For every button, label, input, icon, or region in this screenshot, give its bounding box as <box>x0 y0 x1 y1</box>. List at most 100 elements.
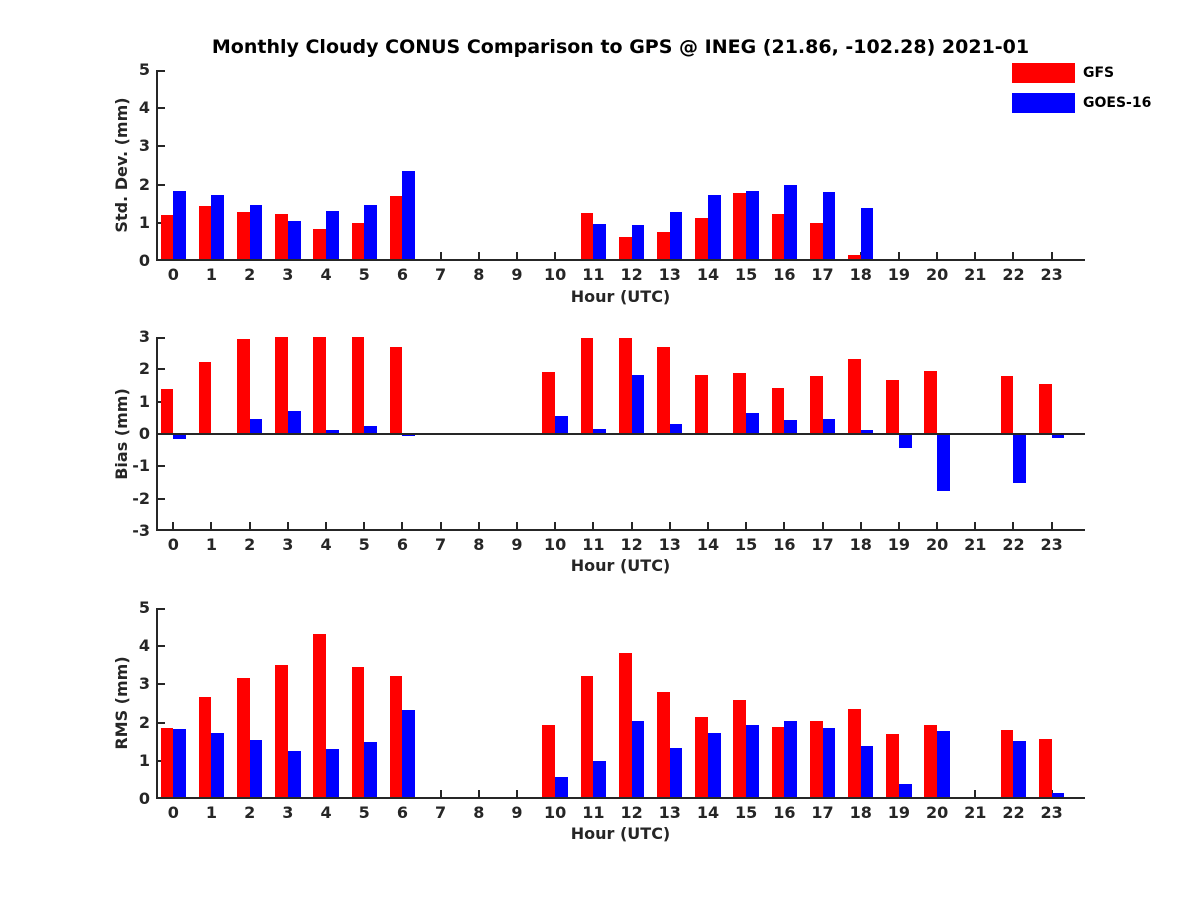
x-tick-label: 19 <box>887 803 911 822</box>
bar-goes16-h11 <box>593 428 607 434</box>
bar-goes16-h17 <box>822 727 836 799</box>
bar-gfs-h1 <box>198 697 212 799</box>
bar-gfs-h16 <box>771 214 785 261</box>
x-tick-label: 16 <box>773 535 796 554</box>
x-tick-label: 15 <box>735 535 758 554</box>
x-tick-label: 17 <box>811 265 834 284</box>
bar-goes16-h10 <box>555 777 568 799</box>
y-tick-label: 1 <box>138 212 150 232</box>
bar-gfs-h18 <box>847 709 861 799</box>
x-tick-label: 15 <box>735 803 758 822</box>
bar-gfs-h20 <box>924 370 938 434</box>
x-tick-label: 2 <box>244 803 256 822</box>
bar-gfs-h14 <box>695 717 708 799</box>
bar-goes16-h19 <box>898 434 912 448</box>
y-tick-label: 4 <box>138 98 150 118</box>
x-tick <box>516 522 518 529</box>
x-tick-label: 5 <box>358 265 370 284</box>
bar-goes16-h2 <box>249 419 263 434</box>
x-tick <box>210 522 213 529</box>
bar-goes16-h22 <box>1013 434 1027 484</box>
x-tick-label: 8 <box>473 535 485 554</box>
y-axis <box>156 337 158 531</box>
bar-gfs-h15 <box>733 699 747 799</box>
x-tick <box>745 522 748 529</box>
bar-gfs-h3 <box>275 337 288 434</box>
bar-gfs-h2 <box>236 339 250 434</box>
x-tick-label: 16 <box>773 803 796 822</box>
bar-goes16-h6 <box>402 171 416 261</box>
bar-goes16-h23 <box>1051 793 1065 799</box>
x-tick <box>706 522 709 529</box>
y-tick <box>158 683 165 686</box>
x-tick-label: 22 <box>1002 803 1025 822</box>
legend: GFS GOES-16 <box>1012 62 1182 122</box>
x-tick-label: 19 <box>887 265 911 284</box>
bar-goes16-h16 <box>784 185 798 261</box>
y-tick-label: 2 <box>138 359 150 379</box>
bar-goes16-h23 <box>1051 434 1065 439</box>
plot-area-rms: 0 1 2 3 4 5 0 1 2 3 4 5 6 7 8 9 10 11 12 13 14 15 16 17 18 19 20 21… <box>139 598 1085 822</box>
bar-gfs-h19 <box>886 734 899 799</box>
y-tick <box>158 337 165 339</box>
y-tick-label: 0 <box>138 789 150 808</box>
bar-goes16-h22 <box>1013 740 1027 799</box>
x-tick <box>783 522 786 529</box>
bar-gfs-h22 <box>1000 375 1014 434</box>
x-tick <box>401 522 404 529</box>
x-tick-label: 8 <box>473 265 485 284</box>
bar-gfs-h11 <box>580 213 594 261</box>
bar-gfs-h14 <box>695 375 708 434</box>
x-tick-label: 13 <box>658 535 681 554</box>
y-tick-label: -3 <box>132 521 150 540</box>
bar-goes16-h4 <box>326 430 339 434</box>
bar-gfs-h16 <box>771 726 785 799</box>
x-tick-label: 13 <box>658 265 681 284</box>
x-tick-label: 6 <box>396 803 408 822</box>
bar-goes16-h2 <box>249 204 263 261</box>
bar-gfs-h0 <box>160 727 174 799</box>
x-tick-label: 10 <box>544 265 567 284</box>
bar-gfs-h6 <box>389 346 403 434</box>
x-tick <box>439 790 442 797</box>
bar-gfs-h4 <box>313 337 327 434</box>
bar-gfs-h12 <box>618 653 632 799</box>
y-tick <box>158 145 165 148</box>
bar-gfs-h1 <box>198 206 212 261</box>
x-tick <box>1050 252 1053 259</box>
bar-gfs-h11 <box>580 675 594 799</box>
x-tick-label: 7 <box>435 265 447 284</box>
x-tick <box>477 790 480 797</box>
x-tick-label: 14 <box>696 803 720 822</box>
x-tick <box>516 252 518 259</box>
legend-swatch-goes16 <box>1012 93 1075 113</box>
x-tick <box>554 252 557 259</box>
x-axis-label-bias: Hour (UTC) <box>570 556 671 575</box>
bar-gfs-h17 <box>809 720 823 799</box>
bar-gfs-h13 <box>657 692 670 799</box>
x-tick <box>172 522 175 529</box>
x-tick-label: 13 <box>658 803 681 822</box>
y-tick-label: 3 <box>138 136 150 156</box>
y-axis-label-stddev: Std. Dev. (mm) <box>112 97 131 233</box>
x-tick <box>554 522 557 529</box>
bar-goes16-h20 <box>937 434 950 491</box>
bar-goes16-h4 <box>326 210 339 261</box>
bar-gfs-h1 <box>198 361 212 434</box>
x-tick <box>668 522 671 529</box>
bar-gfs-h19 <box>886 380 899 434</box>
x-tick-label: 10 <box>544 803 567 822</box>
x-tick-label: 7 <box>435 535 447 554</box>
bar-goes16-h1 <box>211 732 225 799</box>
x-tick-label: 18 <box>849 803 872 822</box>
bar-goes16-h18 <box>860 207 874 261</box>
y-tick-label: 1 <box>138 750 150 770</box>
bar-gfs-h4 <box>313 228 327 261</box>
x-tick <box>439 522 442 529</box>
legend-label-goes16: GOES-16 <box>1083 95 1152 111</box>
x-tick <box>936 522 939 529</box>
x-tick <box>477 522 480 529</box>
y-tick-label: 5 <box>138 598 150 617</box>
bar-goes16-h4 <box>326 749 339 799</box>
